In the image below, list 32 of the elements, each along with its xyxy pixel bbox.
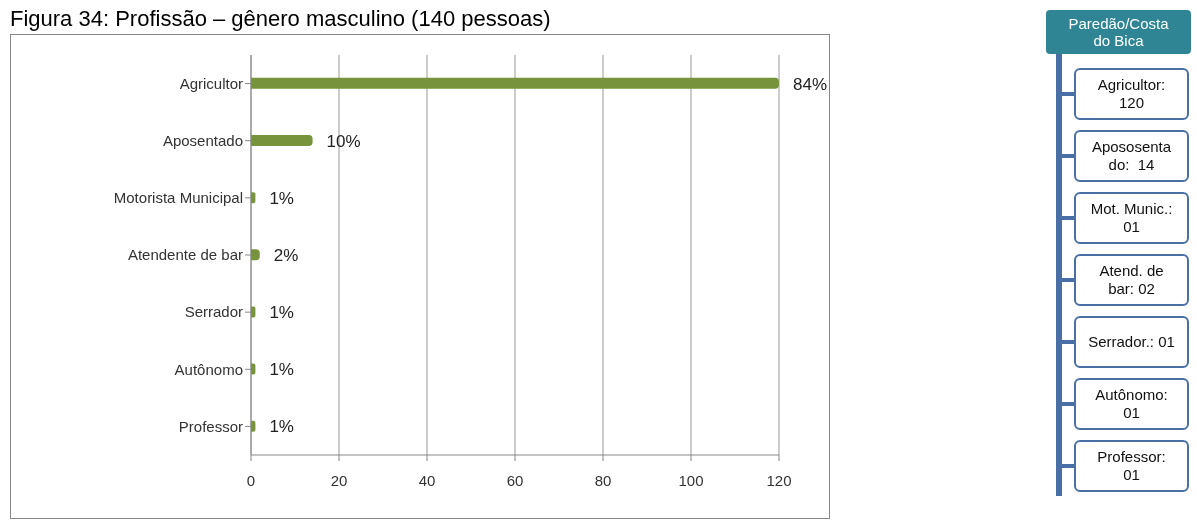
chart-title: Figura 34: Profissão – gênero masculino (140 pessoas) <box>10 6 551 32</box>
text: Apososenta do: 14 <box>1090 138 1173 174</box>
x-tick-label: 80 <box>594 471 612 489</box>
annotation: 84% <box>793 74 828 94</box>
x-tick-label: 40 <box>418 471 436 489</box>
text: Atend. de bar: 02 <box>1098 262 1165 298</box>
bar <box>251 77 779 89</box>
annotation: 1% <box>269 188 294 208</box>
annotation: 2% <box>273 246 299 266</box>
text: Autônomo: 01 <box>1094 386 1169 422</box>
y-tick-label: Professor <box>178 417 243 435</box>
annotation: 1% <box>269 417 294 437</box>
y-tick-label: Agricultor <box>179 74 243 92</box>
x-tick-label: 60 <box>506 471 524 489</box>
annotation: 1% <box>269 303 294 323</box>
y-tick-label: Atendente de bar <box>127 246 243 264</box>
text: Serrador.: 01 <box>1087 333 1176 351</box>
text: Paredão/Costa do Bica <box>1067 15 1170 49</box>
x-tick-label: 20 <box>330 471 348 489</box>
y-tick-label: Serrador <box>184 303 243 321</box>
bar <box>251 135 313 146</box>
y-tick-label: Motorista Municipal <box>113 189 243 207</box>
text: Professor: 01 <box>1096 448 1167 484</box>
x-tick-label: 0 <box>246 471 256 489</box>
text: Agricultor: 120 <box>1096 76 1167 112</box>
text: Mot. Munic.: 01 <box>1089 200 1174 236</box>
x-tick-label: 100 <box>678 471 704 489</box>
y-tick-label: Autônomo <box>174 360 243 378</box>
annotation: 10% <box>326 131 361 151</box>
annotation: 1% <box>269 360 294 380</box>
x-tick-label: 120 <box>766 471 792 489</box>
y-tick-label: Aposentado <box>162 132 243 150</box>
